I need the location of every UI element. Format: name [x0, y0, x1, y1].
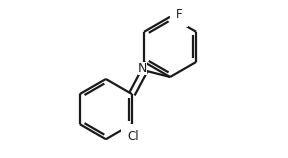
Text: N: N	[138, 62, 147, 75]
Text: F: F	[176, 8, 182, 21]
Text: Cl: Cl	[127, 130, 139, 143]
